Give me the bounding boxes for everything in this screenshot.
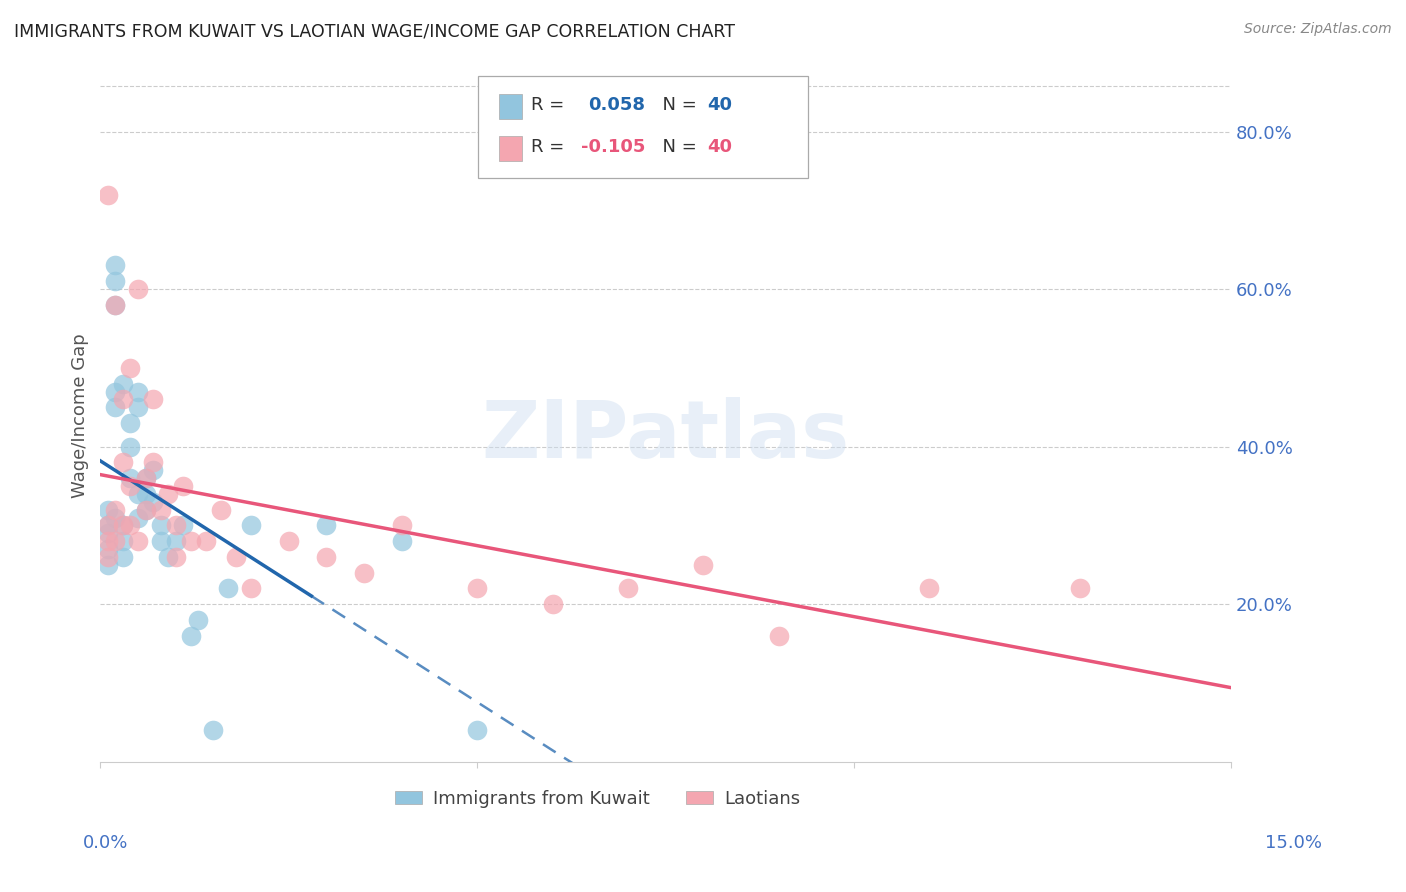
Point <box>104 510 127 524</box>
Point <box>127 401 149 415</box>
Point <box>142 455 165 469</box>
Point <box>97 558 120 572</box>
Point <box>165 534 187 549</box>
Point <box>225 549 247 564</box>
Point <box>692 558 714 572</box>
Point <box>353 566 375 580</box>
Text: Source: ZipAtlas.com: Source: ZipAtlas.com <box>1244 22 1392 37</box>
Point <box>217 582 239 596</box>
Point <box>135 502 157 516</box>
Point <box>104 298 127 312</box>
Text: 15.0%: 15.0% <box>1265 834 1322 852</box>
Point <box>172 518 194 533</box>
Point <box>165 518 187 533</box>
Point <box>104 298 127 312</box>
Point <box>104 259 127 273</box>
Point <box>768 629 790 643</box>
Text: N =: N = <box>651 96 703 114</box>
Text: ZIPatlas: ZIPatlas <box>481 397 849 475</box>
Point <box>120 471 142 485</box>
Point <box>135 471 157 485</box>
Point <box>202 723 225 738</box>
Point <box>157 487 180 501</box>
Point <box>111 392 134 407</box>
Point <box>120 518 142 533</box>
Point <box>111 518 134 533</box>
Point <box>918 582 941 596</box>
Point <box>391 534 413 549</box>
Point <box>135 502 157 516</box>
Text: 40: 40 <box>707 96 733 114</box>
Point <box>104 401 127 415</box>
Point <box>127 384 149 399</box>
Text: IMMIGRANTS FROM KUWAIT VS LAOTIAN WAGE/INCOME GAP CORRELATION CHART: IMMIGRANTS FROM KUWAIT VS LAOTIAN WAGE/I… <box>14 22 735 40</box>
Point <box>165 549 187 564</box>
Point <box>315 518 337 533</box>
Point <box>120 360 142 375</box>
Point <box>209 502 232 516</box>
Point <box>194 534 217 549</box>
Point <box>157 549 180 564</box>
Point <box>104 502 127 516</box>
Point <box>465 723 488 738</box>
Point <box>120 440 142 454</box>
Point <box>97 502 120 516</box>
Point <box>104 534 127 549</box>
Text: 0.058: 0.058 <box>588 96 645 114</box>
Point <box>97 549 120 564</box>
Point <box>111 534 134 549</box>
Point <box>187 613 209 627</box>
Point <box>240 582 263 596</box>
Point <box>127 510 149 524</box>
Point <box>97 518 120 533</box>
Point <box>172 479 194 493</box>
Point <box>180 534 202 549</box>
Point <box>111 549 134 564</box>
Point <box>142 392 165 407</box>
Point <box>104 384 127 399</box>
Point <box>111 455 134 469</box>
Text: N =: N = <box>651 138 703 156</box>
Point <box>617 582 640 596</box>
Point <box>149 534 172 549</box>
Point <box>104 274 127 288</box>
Point <box>1069 582 1091 596</box>
Point <box>97 542 120 557</box>
Point <box>135 487 157 501</box>
Text: 0.0%: 0.0% <box>83 834 128 852</box>
Point <box>111 518 134 533</box>
Text: -0.105: -0.105 <box>581 138 645 156</box>
Point <box>97 518 120 533</box>
Legend: Immigrants from Kuwait, Laotians: Immigrants from Kuwait, Laotians <box>388 782 807 815</box>
Point <box>465 582 488 596</box>
Point <box>142 463 165 477</box>
Text: 40: 40 <box>707 138 733 156</box>
Text: R =: R = <box>531 96 576 114</box>
Point <box>277 534 299 549</box>
Point <box>180 629 202 643</box>
Point <box>127 534 149 549</box>
Point <box>97 526 120 541</box>
Point <box>120 479 142 493</box>
Point <box>142 495 165 509</box>
Point <box>315 549 337 564</box>
Y-axis label: Wage/Income Gap: Wage/Income Gap <box>72 333 89 498</box>
Point <box>135 471 157 485</box>
Point <box>127 282 149 296</box>
Text: R =: R = <box>531 138 571 156</box>
Point <box>149 502 172 516</box>
Point <box>541 597 564 611</box>
Point <box>149 518 172 533</box>
Point <box>127 487 149 501</box>
Point <box>111 376 134 391</box>
Point <box>391 518 413 533</box>
Point <box>120 416 142 430</box>
Point <box>240 518 263 533</box>
Point <box>97 187 120 202</box>
Point <box>97 534 120 549</box>
